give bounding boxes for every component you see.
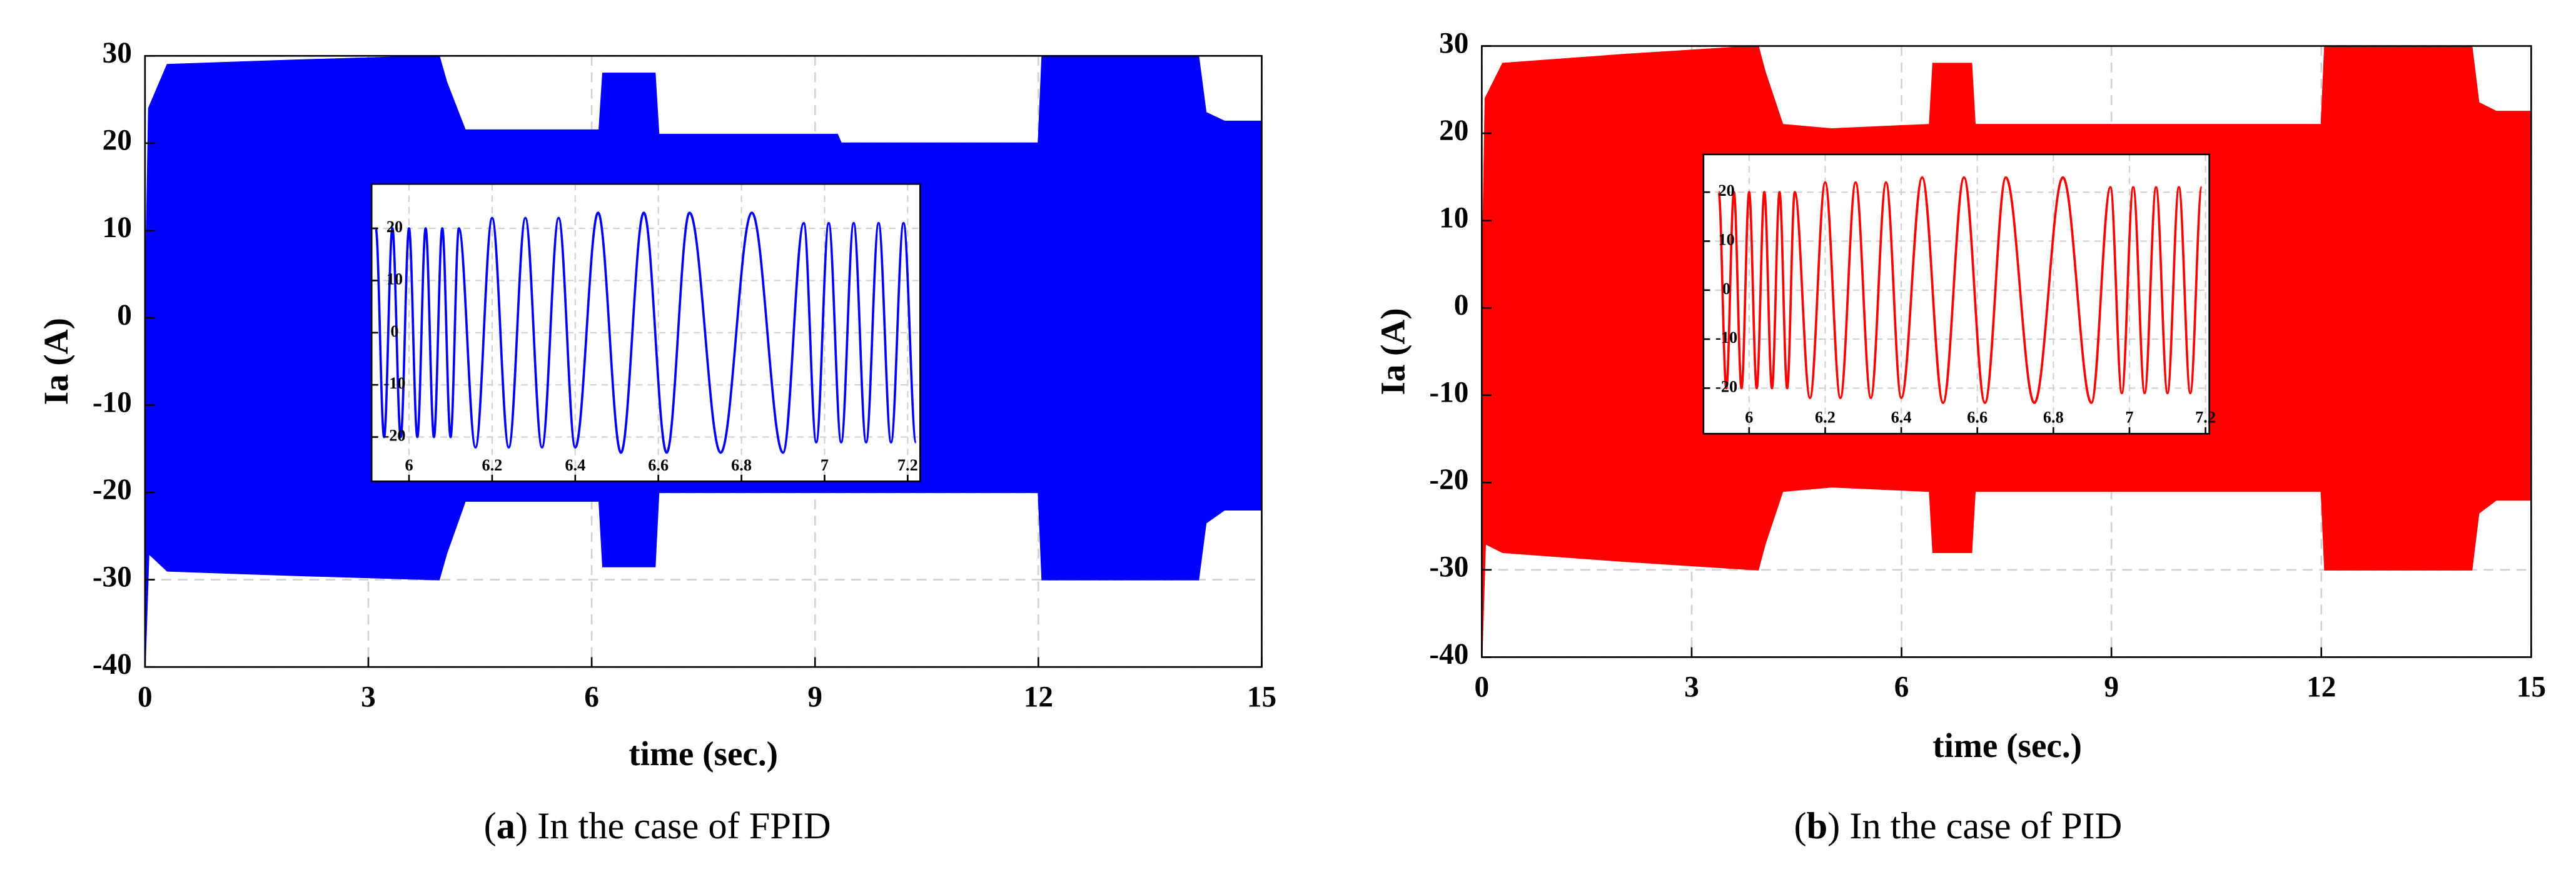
chart: 0 3 6 9 12 15 -40 -30 -20 -10 0 10 20 30 time (sec.) Ia… <box>37 37 1276 847</box>
caption-part: b <box>1807 805 1828 847</box>
y-tick-label: -30 <box>93 561 132 593</box>
inset-y-tick-label: 10 <box>1719 230 1735 248</box>
x-tick-label: 12 <box>2306 671 2336 704</box>
x-tick-label: 0 <box>1475 671 1490 704</box>
inset-line <box>1717 176 2203 404</box>
inset-x-tick-label: 6.6 <box>1967 409 1988 427</box>
inset-x-tick-label: 6.2 <box>1815 409 1836 427</box>
y-tick-label: 20 <box>1439 114 1468 147</box>
x-tick-label: 3 <box>1684 671 1699 704</box>
inset-x-tick-label: 6.8 <box>2043 409 2064 427</box>
x-axis-label: time (sec.) <box>1932 726 2082 765</box>
inset-x-tick-label: 7 <box>2125 409 2133 427</box>
y-tick-label: 10 <box>1439 201 1468 234</box>
inset-y-tick-label: 10 <box>386 270 403 288</box>
inset-x-tick-label: 6 <box>405 456 413 474</box>
inset-y-tick-label: 20 <box>1719 181 1735 200</box>
x-tick-label: 15 <box>1247 681 1276 713</box>
caption-part: ( <box>1794 805 1806 847</box>
inset-y-tick-label: -10 <box>383 374 405 392</box>
inset-x-tick-label: 7.2 <box>2195 409 2216 427</box>
caption: (b) In the case of PID <box>1794 805 2122 847</box>
inset-y-tick-label: -10 <box>1715 328 1737 347</box>
x-tick-label: 6 <box>1894 671 1909 704</box>
inset: 6 6.2 6.4 6.6 6.8 7 7.2 -20 -10 0 10 20 <box>1702 153 2216 435</box>
x-axis-label: time (sec.) <box>629 734 778 773</box>
y-tick-label: -40 <box>93 648 132 681</box>
x-tick-label: 12 <box>1024 681 1053 713</box>
y-tick-label: 30 <box>1439 27 1468 59</box>
y-tick-label: 20 <box>103 124 132 157</box>
caption-part: ) In the case of PID <box>1827 805 2122 847</box>
y-tick-label: -20 <box>1429 464 1468 496</box>
inset-y-tick-label: 0 <box>390 322 398 340</box>
inset-x-tick-label: 6.2 <box>482 456 503 474</box>
inset-x-tick-label: 7 <box>821 456 829 474</box>
x-tick-label: 3 <box>361 681 376 713</box>
y-tick-label: 0 <box>1454 289 1469 322</box>
chart: 0 3 6 9 12 15 -40 -30 -20 -10 0 10 20 30 time (sec.) Ia… <box>1373 27 2545 847</box>
x-tick-label: 9 <box>807 681 822 713</box>
plot-frame <box>1481 45 2532 658</box>
caption-part: ) In the case of FPID <box>515 805 831 847</box>
x-tick-label: 15 <box>2517 671 2546 704</box>
inset-x-tick-label: 6.8 <box>731 456 752 474</box>
y-tick-label: 30 <box>103 37 132 69</box>
inset-line <box>375 211 917 454</box>
inset-y-tick-label: 20 <box>386 218 403 236</box>
inset-x-tick-label: 6.4 <box>1891 409 1912 427</box>
inset-y-tick-label: -20 <box>383 427 405 445</box>
inset-x-tick-label: 7.2 <box>897 456 918 474</box>
y-tick-label: 0 <box>117 299 132 332</box>
inset-frame <box>370 183 921 482</box>
inset-frame <box>1702 153 2210 435</box>
caption-part: a <box>497 805 515 847</box>
y-tick-label: -30 <box>1429 551 1468 584</box>
caption: (a) In the case of FPID <box>484 805 831 847</box>
inset-x-tick-label: 6.6 <box>648 456 669 474</box>
y-tick-label: -10 <box>1429 377 1468 409</box>
y-axis-label: Ia (A) <box>1373 308 1412 395</box>
y-axis-label: Ia (A) <box>37 318 75 405</box>
x-tick-label: 0 <box>138 681 153 713</box>
inset-x-tick-label: 6 <box>1745 409 1753 427</box>
y-tick-label: -40 <box>1429 638 1468 671</box>
inset-x-tick-label: 6.4 <box>565 456 585 474</box>
y-tick-label: -20 <box>93 474 132 506</box>
x-tick-label: 6 <box>584 681 599 713</box>
inset-y-tick-label: 0 <box>1722 280 1730 298</box>
inset-area <box>371 184 921 482</box>
x-tick-label: 9 <box>2104 671 2119 704</box>
plot-frame <box>144 54 1263 668</box>
inset-y-tick-label: -20 <box>1715 377 1737 395</box>
inset: 6 6.2 6.4 6.6 6.8 7 7.2 -20 -10 0 10 20 <box>370 183 921 482</box>
y-tick-label: -10 <box>93 386 132 419</box>
caption-part: ( <box>484 805 497 847</box>
y-tick-label: 10 <box>103 211 132 244</box>
